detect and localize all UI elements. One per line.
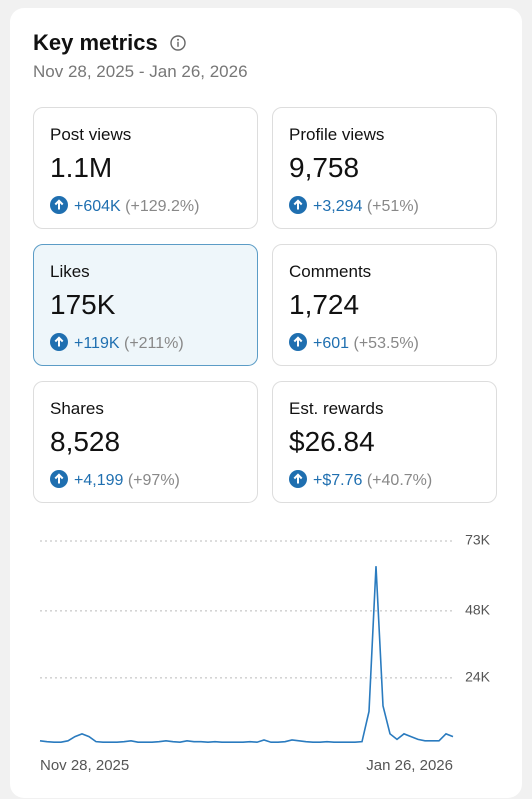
change-percent: (+53.5%) [353, 335, 419, 352]
metric-label: Likes [50, 262, 90, 281]
metric-change: +$7.76 (+40.7%) [289, 470, 432, 490]
metric-card[interactable]: Likes 175K +119K (+211%) [33, 244, 258, 366]
change-percent: (+129.2%) [125, 198, 200, 215]
metric-change: +4,199 (+97%) [50, 470, 180, 490]
up-arrow-icon [289, 196, 307, 214]
metric-change: +119K (+211%) [50, 333, 184, 353]
change-percent: (+51%) [366, 198, 419, 215]
change-percent: (+97%) [127, 472, 180, 489]
metric-card[interactable]: Profile views 9,758 +3,294 (+51%) [272, 107, 497, 229]
metric-label: Profile views [289, 125, 385, 144]
metric-card[interactable]: Post views 1.1M +604K (+129.2%) [33, 107, 258, 229]
up-arrow-icon [289, 470, 307, 488]
change-percent: (+40.7%) [366, 472, 433, 489]
metric-value: $26.84 [289, 426, 375, 457]
up-arrow-icon [50, 470, 68, 488]
metric-label: Post views [50, 125, 132, 144]
change-value: +601 [313, 335, 350, 352]
metric-value: 1,724 [289, 289, 360, 320]
info-icon[interactable] [170, 35, 186, 51]
metric-change: +601 (+53.5%) [289, 333, 419, 353]
metric-value: 8,528 [50, 426, 121, 457]
change-percent: (+211%) [123, 335, 184, 352]
metric-value: 175K [50, 289, 116, 320]
up-arrow-icon [289, 333, 307, 351]
date-range: Nov 28, 2025 - Jan 26, 2026 [33, 62, 248, 81]
metric-card[interactable]: Est. rewards $26.84 +$7.76 (+40.7%) [272, 381, 497, 503]
change-value: +3,294 [313, 198, 363, 215]
metric-value: 1.1M [50, 152, 113, 183]
metric-label: Comments [289, 262, 372, 281]
metric-change: +604K (+129.2%) [50, 196, 199, 216]
change-value: +604K [74, 198, 121, 215]
metric-label: Est. rewards [289, 399, 384, 418]
title: Key metrics [33, 30, 158, 55]
up-arrow-icon [50, 196, 68, 214]
metric-card[interactable]: Comments 1,724 +601 (+53.5%) [272, 244, 497, 366]
change-value: +$7.76 [313, 472, 363, 489]
change-value: +119K [74, 335, 120, 352]
metric-label: Shares [50, 399, 104, 418]
change-value: +4,199 [74, 472, 124, 489]
up-arrow-icon [50, 333, 68, 351]
metric-card[interactable]: Shares 8,528 +4,199 (+97%) [33, 381, 258, 503]
metric-change: +3,294 (+51%) [289, 196, 419, 216]
metric-value: 9,758 [289, 152, 360, 183]
